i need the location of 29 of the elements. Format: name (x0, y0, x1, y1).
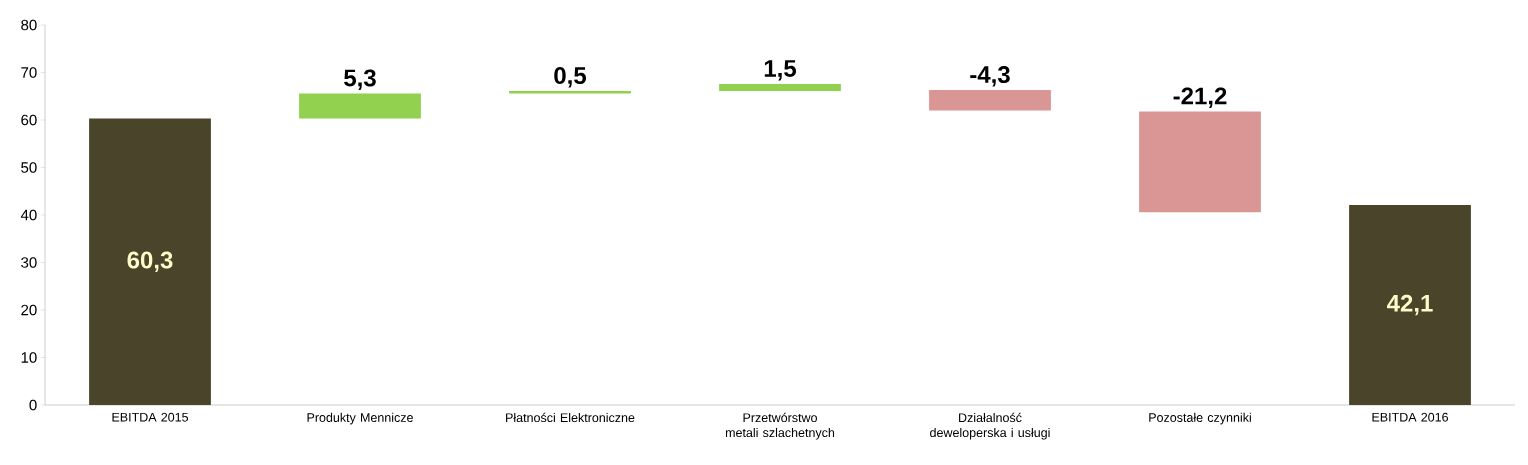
x-tick-label: Płatności Elektroniczne (506, 412, 635, 423)
y-tick-label: 0 (29, 399, 37, 411)
data-label: 60,3 (127, 251, 173, 273)
bar (1139, 111, 1261, 213)
y-tick-label: 50 (21, 162, 37, 173)
data-label: -4,3 (970, 66, 1010, 87)
y-tick-label: 10 (21, 352, 37, 363)
bar (929, 90, 1051, 111)
data-label: -21,2 (1173, 87, 1227, 108)
y-tick-label: 40 (20, 209, 37, 221)
bar (89, 118, 211, 405)
data-label: 1,5 (764, 60, 797, 81)
x-tick-label: Działalność deweloperska i usługi (930, 412, 1050, 440)
bar (719, 83, 841, 92)
bar (1349, 205, 1471, 405)
bar (299, 93, 421, 119)
y-tick-label: 30 (21, 257, 37, 268)
x-tick-label: Pozostałe czynniki (1149, 412, 1251, 425)
x-tick-label: EBITDA 2015 (112, 412, 189, 422)
x-tick-label: Produkty Mennicze (307, 412, 413, 425)
x-tick-label: EBITDA 2016 (1372, 412, 1449, 422)
data-label: 5,3 (344, 69, 376, 90)
data-label: 0,5 (554, 67, 587, 88)
y-tick-label: 20 (21, 304, 37, 316)
y-tick-label: 60 (21, 114, 37, 126)
data-label: 42,1 (1387, 294, 1433, 316)
x-tick-label: Przetwórstwo metali szlachetnych (725, 412, 835, 440)
y-tick-label: 80 (21, 19, 37, 31)
y-tick-label: 70 (21, 67, 37, 78)
